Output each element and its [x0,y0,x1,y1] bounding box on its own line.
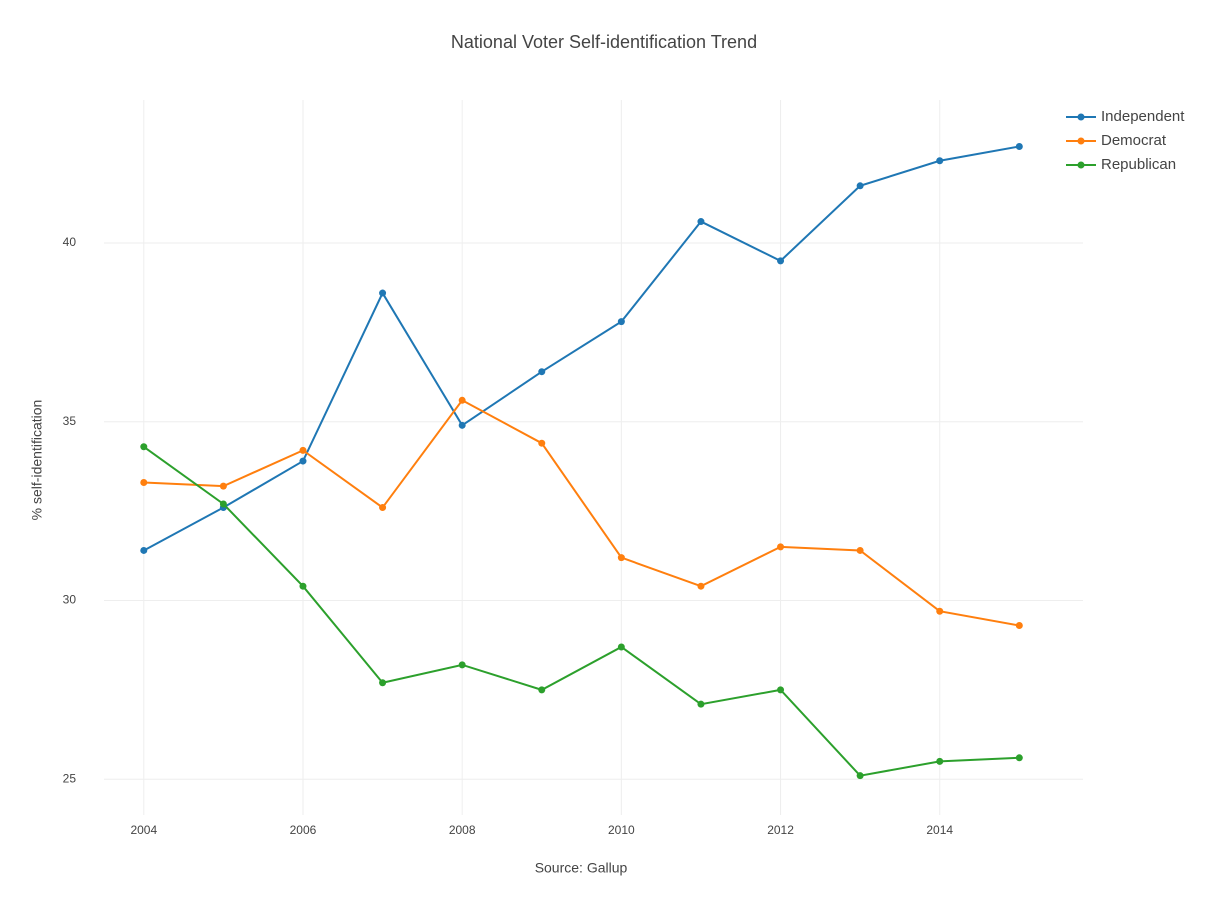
data-point [1015,622,1023,630]
x-tick-label: 2006 [290,823,317,837]
data-point [538,368,546,376]
x-axis-title: Source: Gallup [535,860,628,876]
legend-label: Republican [1101,156,1176,173]
data-point [1015,754,1023,762]
data-point [777,543,785,551]
data-point [299,446,307,454]
data-point [379,289,387,297]
series-line [143,145,1020,552]
data-point [856,546,864,554]
x-tick-label: 2004 [130,823,157,837]
x-tick-label: 2014 [926,823,953,837]
legend-label: Independent [1101,108,1185,125]
data-point [538,686,546,694]
data-point [379,504,387,512]
data-point [936,157,944,165]
data-point [617,643,625,651]
legend-marker [1077,161,1085,169]
data-point [697,582,705,590]
x-tick-label: 2008 [449,823,476,837]
data-point [856,182,864,190]
data-point [219,500,227,508]
data-point [617,554,625,562]
series-line [143,445,1020,777]
data-point [379,679,387,687]
data-point [538,439,546,447]
data-point [458,396,466,404]
y-tick-label: 35 [63,414,77,428]
data-point [219,482,227,490]
data-point [299,582,307,590]
data-point [936,607,944,615]
data-point [140,479,148,487]
y-tick-label: 40 [63,235,77,249]
chart-title: National Voter Self-identification Trend [451,32,757,52]
series-line [143,399,1020,627]
data-point [936,757,944,765]
data-point [617,318,625,326]
data-point [777,257,785,265]
x-tick-label: 2012 [767,823,794,837]
legend-marker [1077,113,1085,121]
y-axis-title: % self-identification [29,400,45,521]
data-point [697,700,705,708]
y-tick-label: 30 [63,593,77,607]
data-point [140,443,148,451]
data-point [299,457,307,465]
data-point [458,661,466,669]
data-point [856,772,864,780]
data-point [1015,142,1023,150]
legend-label: Democrat [1101,132,1167,149]
data-point [140,546,148,554]
legend-marker [1077,137,1085,145]
y-tick-label: 25 [63,771,77,785]
data-point [777,686,785,694]
data-point [458,421,466,429]
data-point [697,218,705,226]
x-tick-label: 2010 [608,823,635,837]
